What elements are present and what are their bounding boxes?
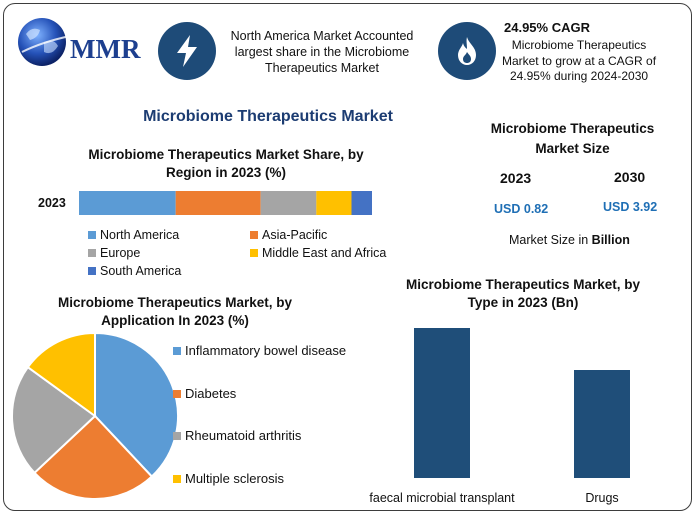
pie-slice-rheumatoid-arthritis	[11, 365, 97, 475]
region-category-label: 2023	[38, 196, 66, 210]
region-bar-segment-south-america	[351, 191, 372, 215]
application-legend-item-multiple-sclerosis: Multiple sclerosis	[173, 471, 284, 486]
type-category-label: Drugs	[585, 491, 618, 505]
legend-label: Rheumatoid arthritis	[185, 428, 302, 443]
legend-label: Europe	[100, 246, 141, 260]
infographic-frame	[3, 3, 692, 511]
north-america-note: North America Market Accounted largest s…	[216, 28, 428, 76]
type-bar-faecal-microbial-transplant	[414, 328, 470, 478]
legend-label: South America	[100, 264, 182, 278]
market-size-value-2030: USD 3.92	[603, 200, 658, 214]
legend-swatch	[173, 431, 181, 440]
market-size-title-line: Microbiome Therapeutics	[490, 121, 655, 136]
type-category-label: faecal microbial transplant	[369, 491, 515, 505]
application-legend-item-rheumatoid-arthritis: Rheumatoid arthritis	[173, 428, 301, 443]
region-bar-segment-asia-pacific	[175, 191, 261, 215]
legend-label: Asia-Pacific	[262, 228, 328, 242]
region-chart-title-line: Microbiome Therapeutics Market Share, by	[88, 147, 364, 162]
flame-icon	[438, 22, 496, 80]
application-chart-title-line: Microbiome Therapeutics Market, by	[57, 295, 293, 310]
market-size-value-2023: USD 0.82	[494, 202, 549, 216]
cagr-line: 24.95% during 2024-2030	[509, 69, 649, 83]
note-line: largest share in the Microbiome	[234, 45, 410, 59]
lightning-icon	[158, 22, 216, 80]
application-legend-item-diabetes: Diabetes	[173, 386, 236, 401]
type-bar-chart: faecal microbial transplant Drugs	[369, 328, 630, 505]
market-size-year-2023: 2023	[500, 170, 532, 186]
legend-swatch	[88, 249, 96, 257]
legend-swatch	[173, 389, 181, 398]
note-line: Therapeutics Market	[265, 61, 379, 75]
application-pie-chart	[11, 331, 179, 500]
region-chart-title-line: Region in 2023 (%)	[165, 165, 287, 180]
cagr-note: Microbiome Therapeutics Market to grow a…	[498, 38, 660, 85]
legend-swatch	[88, 267, 96, 275]
region-legend-item-asia-pacific: Asia-Pacific	[250, 228, 327, 242]
pie-slice-multiple-sclerosis	[26, 331, 96, 418]
market-size-title-line: Market Size	[535, 141, 610, 156]
legend-swatch	[173, 474, 181, 483]
region-legend-item-middle-east-and-africa: Middle East and Africa	[250, 246, 386, 260]
legend-swatch	[173, 346, 181, 355]
cagr-line: Microbiome Therapeutics	[511, 38, 647, 52]
logo-text: MMR	[70, 34, 141, 64]
cagr-heading: 24.95% CAGR	[504, 20, 590, 35]
region-bar-segment-europe	[260, 191, 317, 215]
unit-prefix: Market Size in	[509, 233, 592, 247]
type-chart-title: Microbiome Therapeutics Market, by Type …	[382, 276, 664, 312]
legend-label: Middle East and Africa	[262, 246, 387, 260]
legend-swatch	[250, 249, 258, 257]
market-size-unit: Market Size in Billion	[509, 233, 630, 247]
region-bar-segment-north-america	[79, 191, 176, 215]
region-bar-segment-middle-east-and-africa	[316, 191, 352, 215]
legend-swatch	[88, 231, 96, 239]
cagr-line: Market to grow at a CAGR of	[501, 53, 657, 68]
type-chart-title-line: Type in 2023 (Bn)	[467, 295, 579, 310]
market-size-title: Microbiome Therapeutics Market Size	[470, 119, 675, 159]
region-legend-item-north-america: North America	[88, 228, 179, 242]
main-title: Microbiome Therapeutics Market	[143, 108, 393, 125]
market-size-year-2030: 2030	[614, 169, 646, 185]
globe-logo-icon	[18, 18, 71, 66]
application-chart-title: Microbiome Therapeutics Market, by Appli…	[30, 294, 320, 330]
pie-slice-inflammatory-bowel-disease	[94, 331, 179, 478]
region-chart-title: Microbiome Therapeutics Market Share, by…	[66, 146, 386, 182]
region-bar-chart: 2023	[38, 191, 372, 215]
note-line: North America Market Accounted	[230, 29, 414, 43]
legend-swatch	[250, 231, 258, 239]
pie-slice-diabetes	[33, 414, 154, 500]
region-legend-item-europe: Europe	[88, 246, 140, 260]
type-chart-title-line: Microbiome Therapeutics Market, by	[405, 277, 641, 292]
application-chart-title-line: Application In 2023 (%)	[101, 313, 249, 328]
legend-label: Diabetes	[185, 386, 237, 401]
region-legend-item-south-america: South America	[88, 264, 181, 278]
unit-bold: Billion	[591, 233, 630, 247]
legend-label: North America	[100, 228, 180, 242]
type-bar-drugs	[574, 370, 630, 478]
application-legend-item-inflammatory-bowel-disease: Inflammatory bowel disease	[173, 343, 346, 358]
legend-label: Inflammatory bowel disease	[185, 343, 347, 358]
legend-label: Multiple sclerosis	[185, 471, 284, 486]
